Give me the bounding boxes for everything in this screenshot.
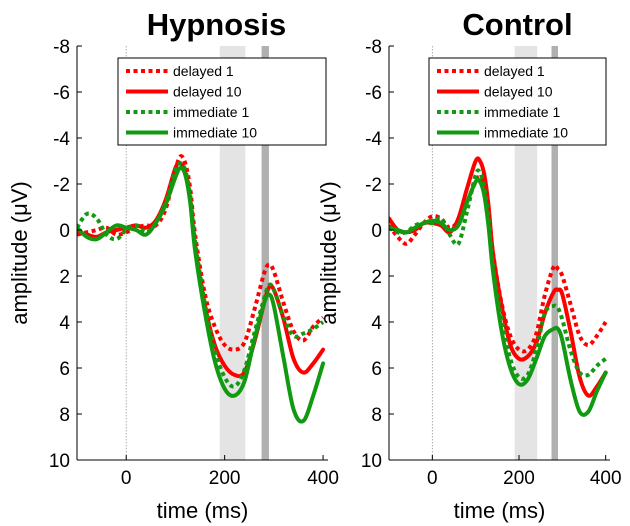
y-tick-label: 4 <box>371 313 382 334</box>
series-line-immediate-10 <box>77 165 326 424</box>
y-tick-label: 0 <box>59 221 70 242</box>
y-tick-label: 8 <box>371 405 382 426</box>
x-tick-label: 200 <box>209 468 241 489</box>
series-line-delayed-10 <box>77 160 326 379</box>
y-axis-label: amplitude (μV) <box>316 181 341 325</box>
y-tick-label: 6 <box>371 359 382 380</box>
x-tick-label: 0 <box>427 468 438 489</box>
shaded-window-1 <box>514 46 538 460</box>
plot-area <box>77 154 326 424</box>
shaded-window-2 <box>261 46 269 460</box>
legend-label: immediate 1 <box>173 104 249 120</box>
x-tick-label: 0 <box>121 468 132 489</box>
y-tick-label: -2 <box>365 175 382 196</box>
y-tick-label: -6 <box>53 83 70 104</box>
legend-label: delayed 10 <box>484 84 553 100</box>
x-tick-label: 200 <box>503 468 535 489</box>
plot-area <box>389 156 608 417</box>
chart-panel-2: -8 -6 -4 -2 0 2 4 6 8 10 0 200 400 Control time (ms) am… <box>316 7 622 523</box>
y-axis-label: amplitude (μV) <box>7 181 32 325</box>
legend: delayed 1 delayed 10 immediate 1 immediate … <box>117 57 327 146</box>
x-tick-label: 400 <box>590 468 622 489</box>
y-tick-label: -6 <box>365 83 382 104</box>
series-line-immediate-10 <box>389 177 608 417</box>
y-tick-label: 6 <box>59 359 70 380</box>
legend-label: delayed 1 <box>484 63 545 79</box>
legend-label: immediate 10 <box>173 125 257 141</box>
chart-title: Control <box>462 7 572 42</box>
x-tick-label: 400 <box>307 468 339 489</box>
legend: delayed 1 delayed 10 immediate 1 immediate … <box>428 57 607 146</box>
y-tick-label: -4 <box>365 129 382 150</box>
y-tick-label: 10 <box>49 451 70 472</box>
x-axis-label: time (ms) <box>157 498 249 523</box>
y-tick-label: -8 <box>365 37 382 58</box>
y-tick-label: -2 <box>53 175 70 196</box>
y-tick-label: 4 <box>59 313 70 334</box>
y-tick-label: 0 <box>371 221 382 242</box>
x-axis-label: time (ms) <box>454 498 546 523</box>
shaded-window-2 <box>551 46 558 460</box>
chart-panel-1: -8 -6 -4 -2 0 2 4 6 8 10 0 200 400 Hypnosis time (ms) a… <box>7 7 339 523</box>
y-tick-label: 10 <box>361 451 382 472</box>
legend-label: delayed 10 <box>173 84 242 100</box>
y-tick-label: -4 <box>53 129 70 150</box>
y-tick-label: 2 <box>371 267 382 288</box>
y-tick-label: 2 <box>59 267 70 288</box>
legend-label: immediate 1 <box>484 104 560 120</box>
chart-title: Hypnosis <box>147 7 287 42</box>
legend-label: delayed 1 <box>173 63 234 79</box>
legend-label: immediate 10 <box>484 125 568 141</box>
y-tick-label: -8 <box>53 37 70 58</box>
series-line-delayed-1 <box>389 174 608 354</box>
y-tick-label: 8 <box>59 405 70 426</box>
